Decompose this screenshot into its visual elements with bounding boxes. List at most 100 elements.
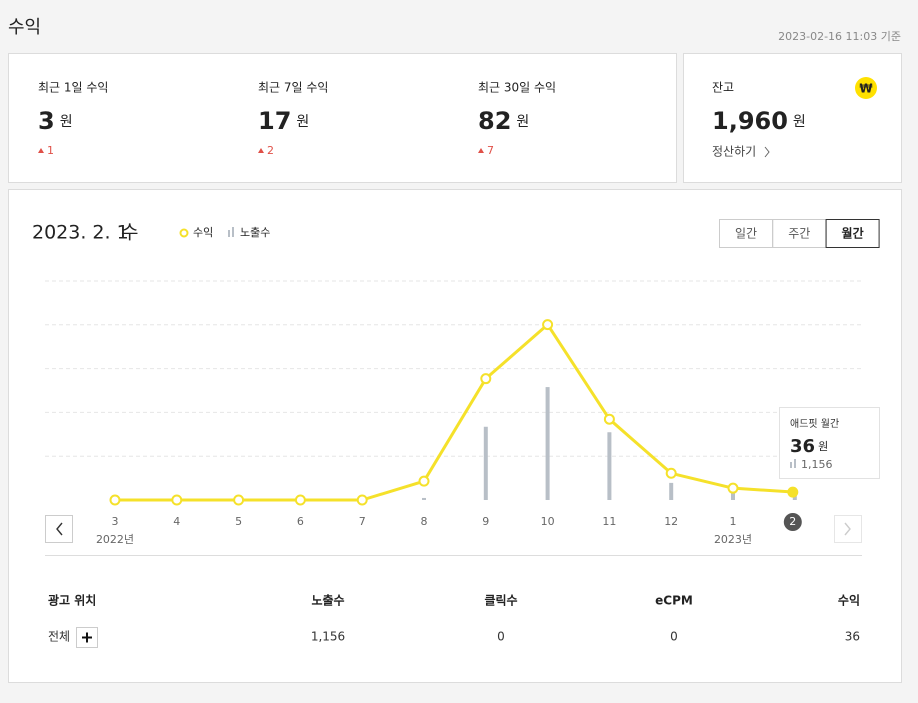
stat-change: 1 [47, 144, 54, 157]
tooltip-box [779, 407, 880, 479]
up-arrow [258, 148, 264, 153]
x-tick-label: 6 [297, 515, 304, 528]
stat-unit: 원 [516, 114, 529, 130]
legend-swatch [232, 227, 234, 237]
bar [607, 432, 612, 500]
point [418, 475, 430, 487]
stat-amount: 17 [258, 107, 291, 135]
legend-label: 노출수 [240, 226, 270, 239]
point [233, 494, 245, 506]
tab[interactable] [825, 219, 880, 248]
selected-marker [783, 513, 802, 531]
x-tick-label: 3 [112, 515, 119, 528]
point [603, 413, 615, 425]
point [787, 486, 799, 498]
stat-label: 최근 1일 수익 [38, 81, 108, 95]
settle-link[interactable]: 정산하기 [712, 145, 756, 159]
bar [422, 497, 426, 500]
chart-card [8, 189, 902, 683]
bar [483, 426, 488, 500]
table-cell: 0 [670, 630, 678, 644]
settle-chevron [764, 146, 770, 158]
point [727, 482, 739, 494]
tooltip-icon [790, 462, 792, 468]
table-header: 수익 [838, 594, 860, 608]
x-tick-label: 11 [602, 515, 616, 528]
table-cell: 0 [497, 630, 505, 644]
legend-swatch [179, 228, 189, 238]
x-tick-label: 8 [421, 515, 428, 528]
tooltip-title: 애드핏 월간 [790, 418, 839, 430]
point [480, 373, 492, 385]
x-tick-label: 5 [235, 515, 242, 528]
next-button[interactable] [834, 515, 862, 543]
table-cell: 1,156 [311, 630, 345, 644]
balance-unit: 원 [793, 114, 806, 130]
timestamp: 2023-02-16 11:03 기준 [778, 30, 901, 43]
legend-label: 수익 [193, 226, 213, 239]
table-header: eCPM [655, 594, 693, 608]
tooltip-value: 36 원 [790, 436, 828, 457]
x-year-label: 2023년 [714, 533, 752, 546]
prev-button[interactable] [45, 515, 73, 543]
won-icon-text: ₩ [859, 82, 873, 96]
table-header: 클릭수 [484, 594, 517, 608]
x-tick-label: 2 [789, 515, 796, 528]
prev-chevron [56, 522, 63, 536]
stat-unit: 원 [296, 114, 309, 130]
tabs: 일간 주간 월간 [719, 219, 880, 248]
stat-value: 82 원 [478, 107, 529, 135]
line [115, 323, 795, 502]
stat-value: 17 원 [258, 107, 309, 135]
legend: 수익 노출수 [179, 226, 270, 239]
x-tick-label: 7 [359, 515, 366, 528]
tab-label: 주간 [788, 227, 810, 241]
stat-label: 최근 30일 수익 [478, 81, 556, 95]
up-arrow [478, 148, 484, 153]
legend-swatch [228, 230, 230, 237]
tooltip-unit: 원 [818, 440, 828, 453]
balance-value: 1,960 원 [712, 107, 806, 135]
balance-amount: 1,960 [712, 107, 788, 135]
point [109, 494, 121, 506]
chart: 3 2022년 4 5 6 7 8 9 10 11 12 1 2023년 2 [45, 280, 862, 546]
chart-weekday: 수 [121, 222, 138, 244]
x-year-label: 2022년 [96, 533, 134, 546]
stat-change: 7 [487, 144, 494, 157]
tooltip-impressions: 1,156 [801, 458, 833, 471]
stat-unit: 원 [60, 114, 73, 130]
x-tick-label: 4 [173, 515, 180, 528]
stats-card [8, 53, 677, 183]
x-tick-label: 1 [730, 515, 737, 528]
stat-label: 최근 7일 수익 [258, 81, 328, 95]
point [665, 467, 677, 479]
bar [545, 387, 550, 500]
tab-label: 일간 [735, 227, 757, 241]
balance-label: 잔고 [712, 81, 734, 95]
table-cell: 36 [845, 630, 860, 644]
chart-date: 2023. 2. 1 [32, 222, 129, 244]
page-title: 수익 [8, 17, 41, 38]
stat-amount: 3 [38, 107, 55, 135]
balance-card [683, 53, 902, 183]
won-icon [855, 77, 877, 99]
table-cell: 전체 [48, 630, 70, 644]
up-arrow [38, 148, 44, 153]
tab[interactable] [772, 219, 827, 248]
bar [669, 482, 674, 500]
point [171, 494, 183, 506]
next-chevron [844, 522, 851, 536]
point [356, 494, 368, 506]
x-tick-label: 12 [664, 515, 678, 528]
point [294, 494, 306, 506]
bar [731, 491, 735, 500]
table-header: 광고 위치 [48, 593, 96, 608]
x-tick-label: 9 [482, 515, 489, 528]
tab-label: 월간 [842, 226, 864, 241]
tooltip-amount: 36 [790, 436, 815, 457]
x-tick-label: 10 [541, 515, 555, 528]
